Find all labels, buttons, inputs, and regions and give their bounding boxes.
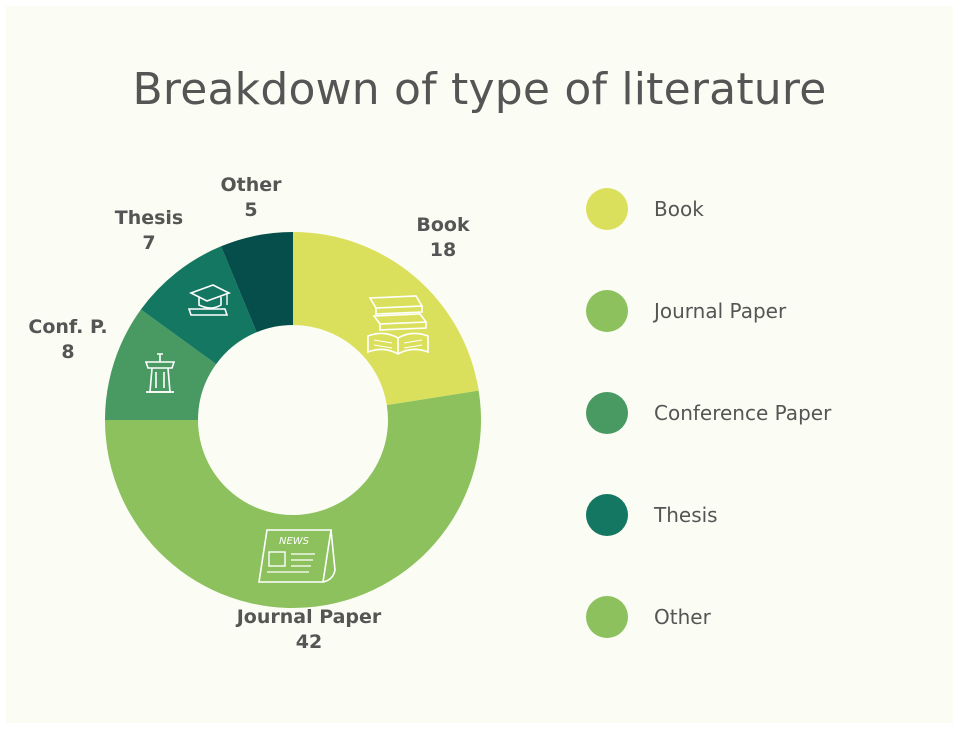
chart-title: Breakdown of type of literature bbox=[132, 64, 827, 115]
legend-item-other: Other bbox=[586, 596, 831, 638]
legend-item-thesis: Thesis bbox=[586, 494, 831, 536]
slice-value-label: 7 bbox=[142, 232, 155, 254]
podium-icon bbox=[144, 353, 176, 393]
legend-swatch bbox=[586, 494, 628, 536]
slice-value-label: 18 bbox=[430, 239, 456, 261]
legend-swatch bbox=[586, 290, 628, 332]
slice-label: Book bbox=[416, 214, 470, 236]
legend-label: Book bbox=[654, 197, 704, 221]
legend-label: Conference Paper bbox=[654, 401, 832, 425]
slice-label: Other bbox=[220, 174, 282, 196]
slice-other bbox=[221, 232, 293, 333]
legend-label: Journal Paper bbox=[654, 299, 787, 323]
donut-chart: Book 18 NEWS Journal Paper 42 Conf. P. 8 Thesis… bbox=[28, 174, 482, 653]
graduation-cap-icon bbox=[187, 284, 232, 316]
slice-book bbox=[293, 232, 479, 406]
legend-item-book: Book bbox=[586, 188, 831, 230]
legend-item-journal-paper: Journal Paper bbox=[586, 290, 831, 332]
legend-swatch bbox=[586, 392, 628, 434]
slice-journal-paper bbox=[105, 390, 482, 609]
slice-conf-p bbox=[105, 309, 217, 420]
chart-card: Breakdown of type of literature Book 18 NE… bbox=[6, 6, 953, 723]
slice-label: Conf. P. bbox=[28, 316, 107, 338]
legend-item-conference-paper: Conference Paper bbox=[586, 392, 831, 434]
svg-text:NEWS: NEWS bbox=[279, 536, 310, 547]
slice-value-label: 5 bbox=[244, 199, 257, 221]
legend-swatch bbox=[586, 188, 628, 230]
slice-value-label: 42 bbox=[296, 631, 322, 653]
slice-label: Journal Paper bbox=[235, 606, 382, 628]
books-icon bbox=[367, 295, 429, 355]
legend-label: Other bbox=[654, 605, 711, 629]
slice-value-label: 8 bbox=[61, 341, 74, 363]
newspaper-icon: NEWS bbox=[258, 529, 336, 583]
legend-label: Thesis bbox=[654, 503, 718, 527]
legend: Book Journal Paper Conference Paper Thes… bbox=[586, 188, 831, 698]
legend-swatch bbox=[586, 596, 628, 638]
slice-label: Thesis bbox=[115, 207, 184, 229]
